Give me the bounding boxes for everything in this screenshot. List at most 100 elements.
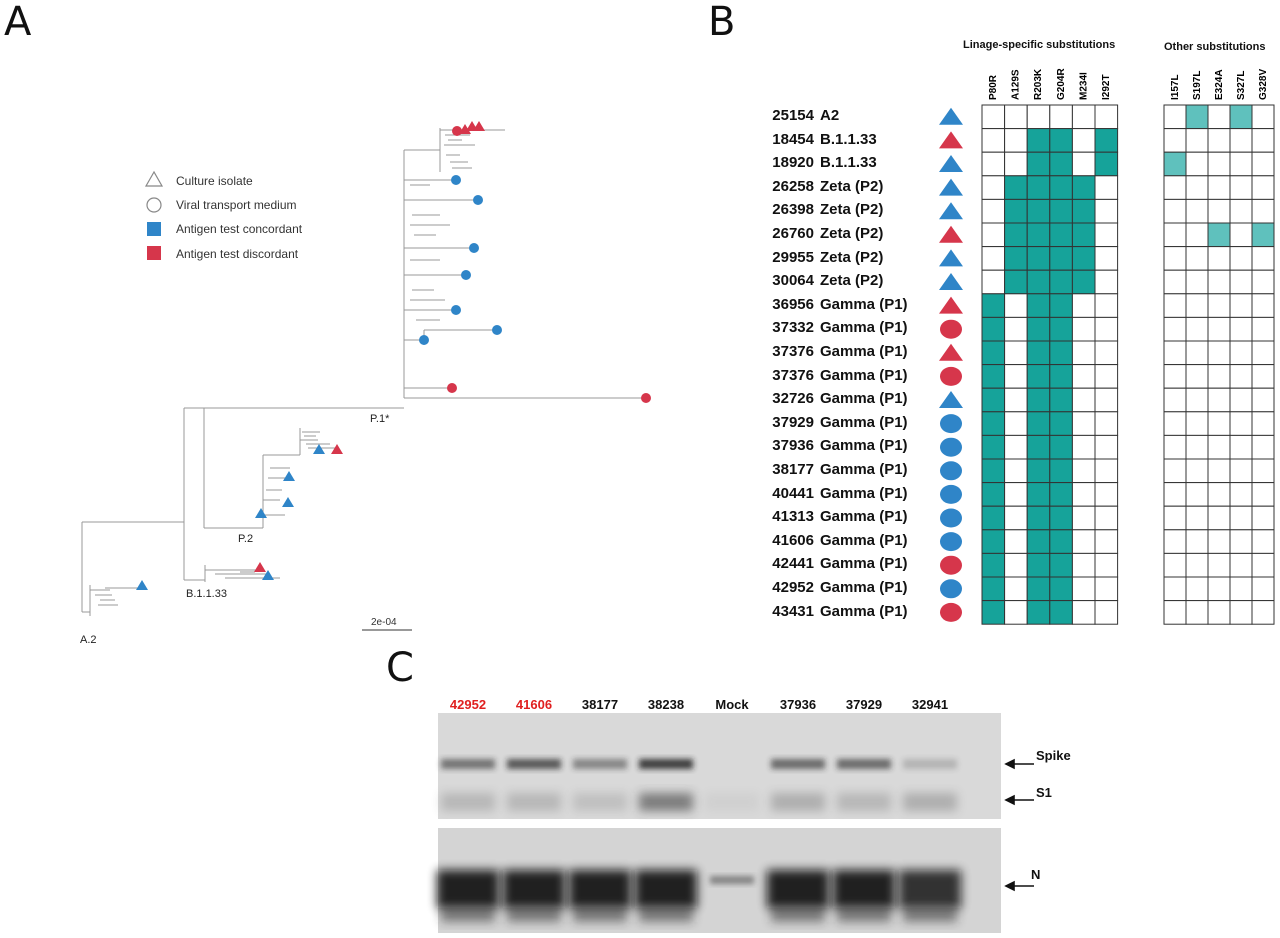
blot-lane-label: 41606 <box>515 697 553 712</box>
legend-label-culture: Culture isolate <box>176 174 253 188</box>
other-cell <box>1163 151 1187 177</box>
other-cell <box>1229 269 1253 295</box>
other-cell <box>1251 364 1275 389</box>
lineage-cell <box>1071 198 1096 224</box>
other-cell <box>1229 222 1253 248</box>
sample-lineage: Gamma (P1) <box>820 413 908 431</box>
other-cell <box>1163 364 1187 389</box>
sample-lineage: Gamma (P1) <box>820 390 908 408</box>
lineage-cell <box>1071 529 1096 554</box>
sample-id: 36956 <box>772 295 814 313</box>
tip-circle-concordant <box>461 270 471 280</box>
sample-id: 18454 <box>772 130 814 148</box>
s1-band <box>441 793 495 811</box>
other-cell <box>1207 316 1231 342</box>
other-cell <box>1185 458 1209 484</box>
other-cell <box>1229 482 1253 507</box>
lineage-cell <box>1026 151 1051 177</box>
sample-row: 18920 B.1.1.33 <box>756 151 876 174</box>
lineage-cell <box>1071 151 1096 177</box>
other-cell <box>1163 316 1187 342</box>
legend-discordant-swatch <box>147 246 161 260</box>
sample-triangle-marker <box>939 391 963 408</box>
blot-lane-label: 42952 <box>449 697 487 712</box>
lineage-cell <box>1071 505 1096 531</box>
other-cell <box>1185 128 1209 153</box>
other-cell <box>1185 104 1209 130</box>
other-cell <box>1251 222 1275 248</box>
legend-concordant-swatch <box>147 222 161 236</box>
other-cell <box>1207 434 1231 460</box>
sample-lineage: Zeta (P2) <box>820 177 884 195</box>
lineage-cell <box>1094 600 1119 625</box>
tree-tips <box>136 121 651 590</box>
lineage-cell <box>1004 600 1028 625</box>
sample-lineage: Zeta (P2) <box>820 248 884 266</box>
lineage-cell <box>1004 175 1028 200</box>
lineage-cell <box>1026 529 1051 554</box>
tip-triangle-concordant <box>313 444 325 454</box>
other-cell <box>1229 387 1253 413</box>
sample-row: 26258 Zeta (P2) <box>756 175 883 198</box>
lineage-cell <box>981 222 1006 248</box>
lineage-cell <box>1004 151 1028 177</box>
lineage-cell <box>1004 340 1028 366</box>
other-cell <box>1163 434 1187 460</box>
lineage-cell <box>981 198 1006 224</box>
lineage-cell <box>1004 411 1028 436</box>
lineage-cell <box>1049 552 1073 578</box>
spike-band <box>441 759 495 769</box>
lineage-cell <box>1094 576 1119 602</box>
lineage-cell <box>1026 340 1051 366</box>
other-column-header: S197L <box>1192 71 1203 100</box>
lineage-cell <box>1071 269 1096 295</box>
lineage-cell <box>1026 269 1051 295</box>
other-cell <box>1207 458 1231 484</box>
sample-circle-marker <box>940 532 962 552</box>
lineage-cell <box>1049 482 1073 507</box>
other-cell <box>1185 316 1209 342</box>
lineage-cell <box>1049 246 1073 271</box>
other-cell <box>1251 246 1275 271</box>
sample-id: 26398 <box>772 201 814 219</box>
blot-lane-label: Mock <box>715 697 749 712</box>
other-cell <box>1251 387 1275 413</box>
lineage-cell <box>981 576 1006 602</box>
lineage-cell <box>1071 576 1096 602</box>
sample-lineage: Gamma (P1) <box>820 602 908 620</box>
other-cell <box>1207 151 1231 177</box>
other-column-header: E324A <box>1214 69 1225 100</box>
tip-triangle-concordant <box>282 497 294 507</box>
lineage-cell <box>1049 222 1073 248</box>
other-cell <box>1251 128 1275 153</box>
lineage-cell <box>1049 151 1073 177</box>
lineage-cell <box>1026 387 1051 413</box>
lineage-cell <box>1004 246 1028 271</box>
tip-triangle-concordant <box>136 580 148 590</box>
lineage-cell <box>1094 434 1119 460</box>
sample-row: 37936 Gamma (P1) <box>756 434 907 457</box>
other-cell <box>1185 529 1209 554</box>
other-cell <box>1251 576 1275 602</box>
sample-id: 37929 <box>772 413 814 431</box>
clade-label-p2: P.2 <box>238 533 253 545</box>
other-cell <box>1229 175 1253 200</box>
tip-circle-concordant <box>473 195 483 205</box>
lineage-cell <box>1094 458 1119 484</box>
other-cell <box>1207 222 1231 248</box>
sample-id: 37376 <box>772 343 814 360</box>
other-cell <box>1185 600 1209 625</box>
other-cell <box>1163 269 1187 295</box>
lineage-cell <box>1071 246 1096 271</box>
tree-branches <box>81 128 646 616</box>
lineage-cell <box>1004 293 1028 318</box>
lineage-cell <box>1071 316 1096 342</box>
other-cell <box>1185 198 1209 224</box>
sample-row: 43431 Gamma (P1) <box>756 600 908 623</box>
other-cell <box>1229 600 1253 625</box>
other-cell <box>1229 458 1253 484</box>
lineage-cell <box>1049 576 1073 602</box>
sample-lineage: Gamma (P1) <box>820 461 908 478</box>
sample-row: 32726 Gamma (P1) <box>756 387 908 410</box>
lineage-cell <box>1049 175 1073 200</box>
